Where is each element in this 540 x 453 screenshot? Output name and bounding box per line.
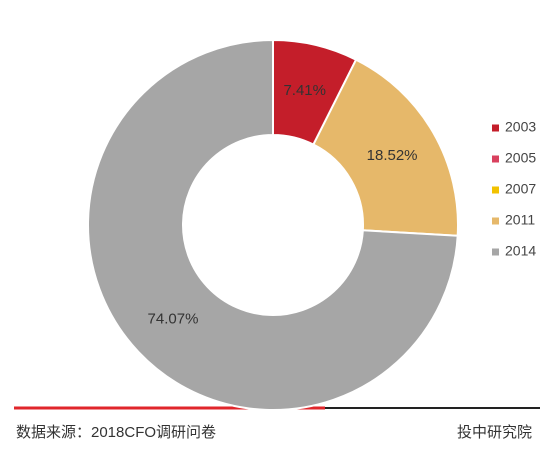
- legend-swatch: [492, 248, 499, 256]
- legend-label: 2003: [505, 119, 536, 135]
- legend-label: 2014: [505, 243, 536, 259]
- data-label: 74.07%: [148, 310, 199, 327]
- donut-slice: [87, 38, 459, 411]
- legend-swatch: [492, 155, 499, 163]
- legend-label: 2007: [505, 181, 536, 197]
- legend-swatch: [492, 217, 499, 225]
- legend-label: 2005: [505, 150, 536, 166]
- source-note: 数据来源：2018CFO调研问卷: [16, 424, 216, 441]
- donut-slice: [312, 58, 459, 237]
- data-label: 18.52%: [367, 147, 418, 164]
- legend-swatch: [492, 124, 499, 132]
- legend-swatch: [492, 186, 499, 194]
- publisher: 投中研究院: [457, 423, 532, 441]
- data-label: 7.41%: [283, 82, 326, 99]
- legend-label: 2011: [505, 212, 535, 228]
